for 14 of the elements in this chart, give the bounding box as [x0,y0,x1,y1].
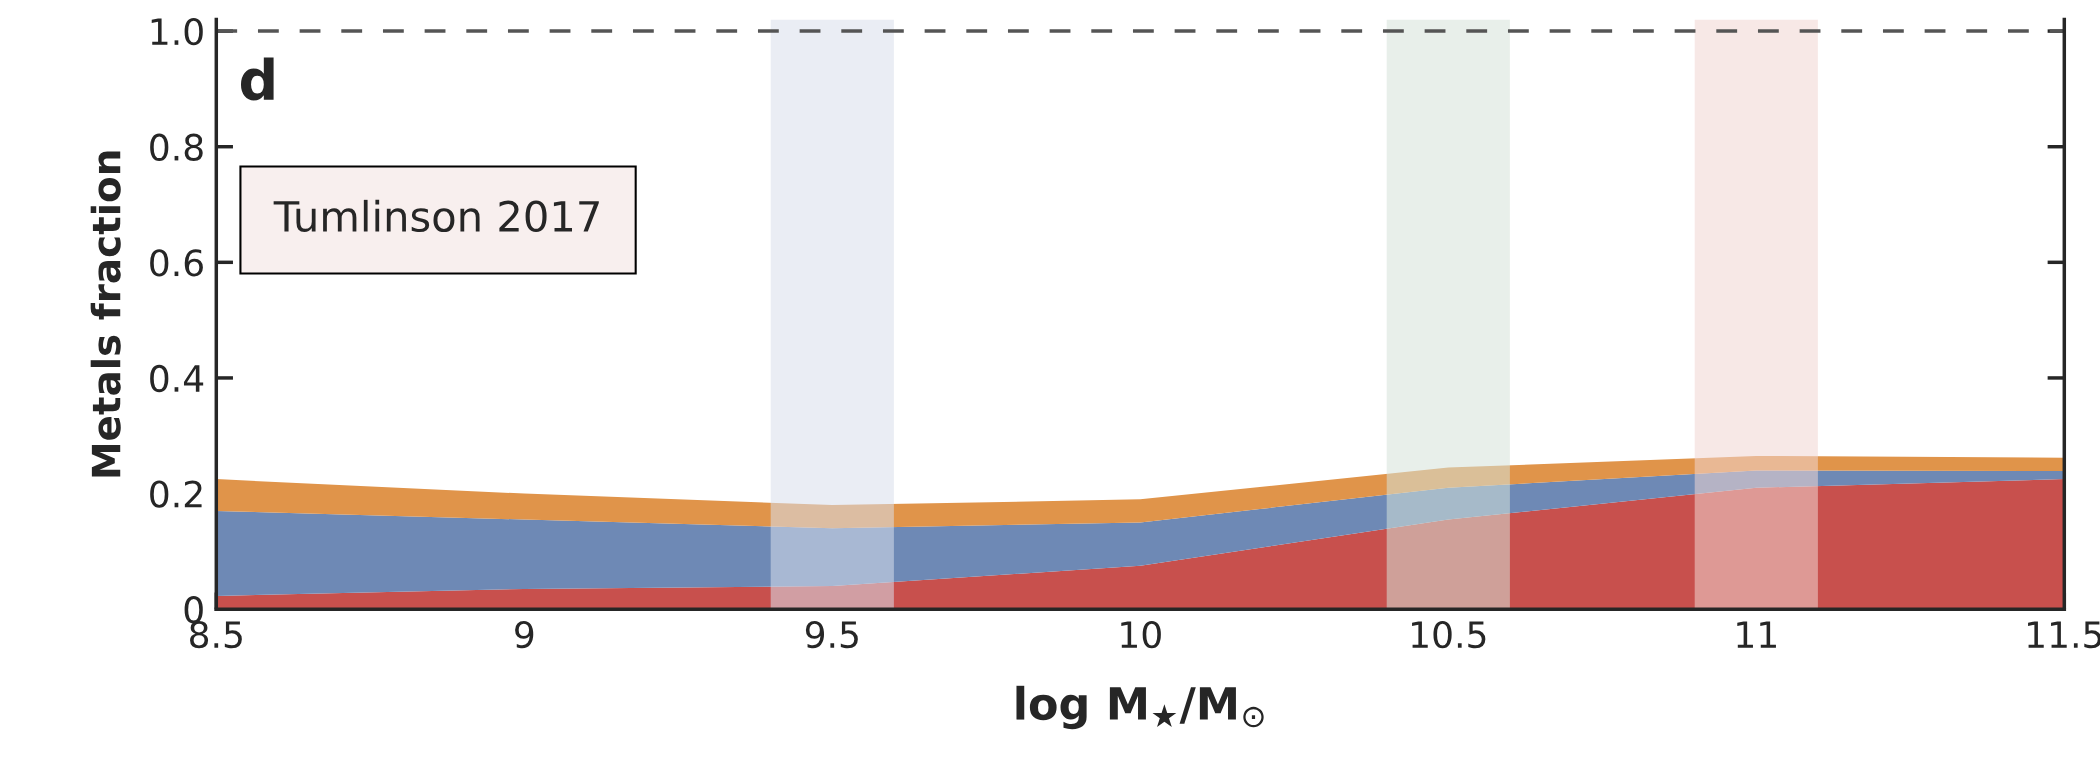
x-axis-title: log M$_{★}$/M$_{⊙}$ [1016,685,1264,730]
y-tick-label: 0.8 [150,133,203,161]
y-axis-title: Metals fraction [90,151,121,477]
x-tick-label: 9 [515,620,534,649]
y-tick-label: 0.6 [150,249,203,277]
y-tick-label: 0.2 [150,480,202,508]
annotation: Tumlinson 2017 [273,199,599,233]
x-tick-label: 10.5 [1412,620,1486,649]
y-tick-label: 1.0 [151,18,203,46]
x-tick-label: 11 [1737,621,1776,648]
x-tick-label: 10 [1121,620,1161,649]
y-tick-label: 0.4 [150,364,204,393]
x-tick-label: 9.5 [805,620,858,649]
annotation: d [240,57,274,101]
